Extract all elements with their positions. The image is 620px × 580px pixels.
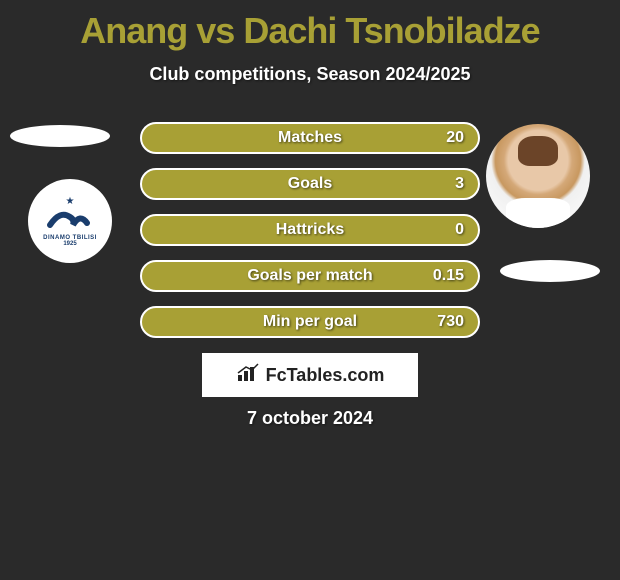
stat-label: Goals per match [247, 267, 372, 285]
left-player-ellipse [10, 125, 110, 147]
stat-value: 0.15 [433, 267, 464, 285]
stat-bar-goals: Goals 3 [140, 168, 480, 200]
page-title: Anang vs Dachi Tsnobiladze [0, 0, 620, 52]
brand-logo-box: FcTables.com [202, 353, 418, 397]
stat-value: 0 [455, 221, 464, 239]
stat-value: 730 [437, 313, 464, 331]
stat-bar-goals-per-match: Goals per match 0.15 [140, 260, 480, 292]
stat-label: Matches [278, 129, 342, 147]
stat-label: Min per goal [263, 313, 357, 331]
stats-container: Matches 20 Goals 3 Hattricks 0 Goals per… [140, 122, 480, 352]
right-player-photo [486, 124, 590, 228]
stat-value: 20 [446, 129, 464, 147]
stat-bar-matches: Matches 20 [140, 122, 480, 154]
fctables-logo: FcTables.com [236, 363, 385, 388]
left-club-logo: ★ DINAMO TBILISI 1925 [28, 179, 112, 263]
date-text: 7 october 2024 [0, 408, 620, 429]
stat-bar-min-per-goal: Min per goal 730 [140, 306, 480, 338]
stat-label: Goals [288, 175, 332, 193]
chart-icon [236, 363, 260, 388]
stat-label: Hattricks [276, 221, 344, 239]
club-year: 1925 [63, 241, 76, 247]
stat-bar-hattricks: Hattricks 0 [140, 214, 480, 246]
wave-icon [45, 205, 95, 235]
stat-value: 3 [455, 175, 464, 193]
brand-text: FcTables.com [266, 365, 385, 386]
subtitle: Club competitions, Season 2024/2025 [0, 64, 620, 85]
right-club-ellipse [500, 260, 600, 282]
